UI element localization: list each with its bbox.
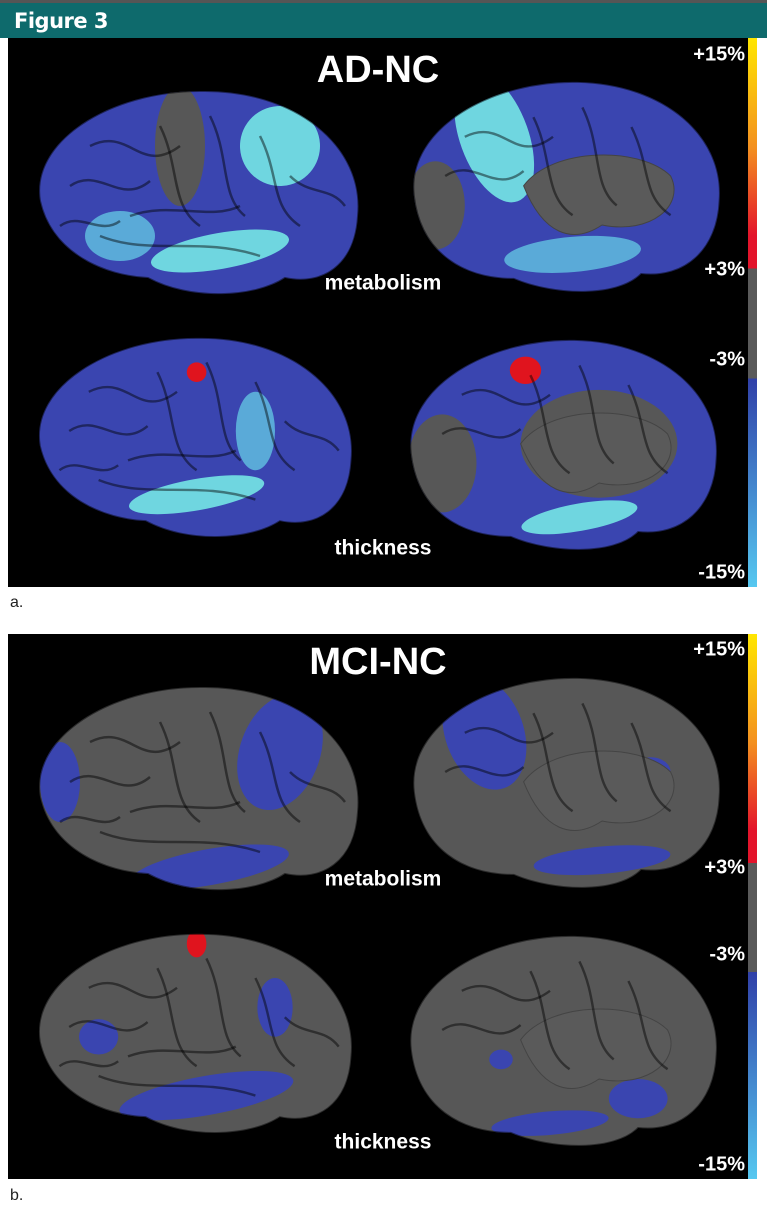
patch	[510, 357, 541, 384]
row-label: thickness	[335, 1131, 432, 1154]
scale-label: +3%	[704, 258, 745, 280]
colorbar	[748, 634, 757, 1179]
scale-label: -15%	[698, 1153, 745, 1175]
scale-label: +15%	[693, 43, 745, 65]
panel-caption: a.	[10, 594, 23, 612]
figure-header: Figure 3	[0, 0, 767, 38]
row-label: thickness	[335, 537, 432, 560]
scale-label: -15%	[698, 561, 745, 583]
patch	[609, 1079, 668, 1118]
patch	[257, 978, 292, 1037]
colorbar	[748, 38, 757, 587]
brain	[39, 682, 358, 899]
patch	[187, 362, 207, 382]
row-label: metabolism	[325, 868, 442, 891]
row-label: metabolism	[325, 272, 442, 295]
panel: MCI-NC metabolism thickness +15% +3% -3% -15%	[8, 634, 757, 1179]
scale-label: +3%	[704, 856, 745, 878]
page: Figure 3 AD-NC metabolism thickness +15% +3%…	[0, 0, 767, 1214]
panel-title: MCI-NC	[309, 641, 446, 683]
patch	[408, 821, 420, 841]
scale-label: -3%	[709, 348, 745, 370]
patch	[85, 211, 155, 261]
scale-label: +15%	[693, 638, 745, 660]
patch	[236, 392, 275, 470]
scale-label: -3%	[709, 943, 745, 965]
panel-caption: b.	[10, 1187, 23, 1205]
brain	[39, 338, 352, 537]
panel-title: AD-NC	[317, 49, 439, 91]
brain	[408, 664, 720, 888]
brain	[410, 936, 717, 1146]
panel: AD-NC metabolism thickness +15% +3% -3% -15%	[8, 38, 757, 587]
brain	[39, 86, 358, 294]
brain	[408, 340, 717, 550]
patch	[489, 1050, 513, 1070]
figure-title: Figure 3	[14, 9, 108, 33]
brain	[39, 930, 352, 1133]
brain	[406, 61, 720, 292]
patch	[40, 742, 80, 822]
